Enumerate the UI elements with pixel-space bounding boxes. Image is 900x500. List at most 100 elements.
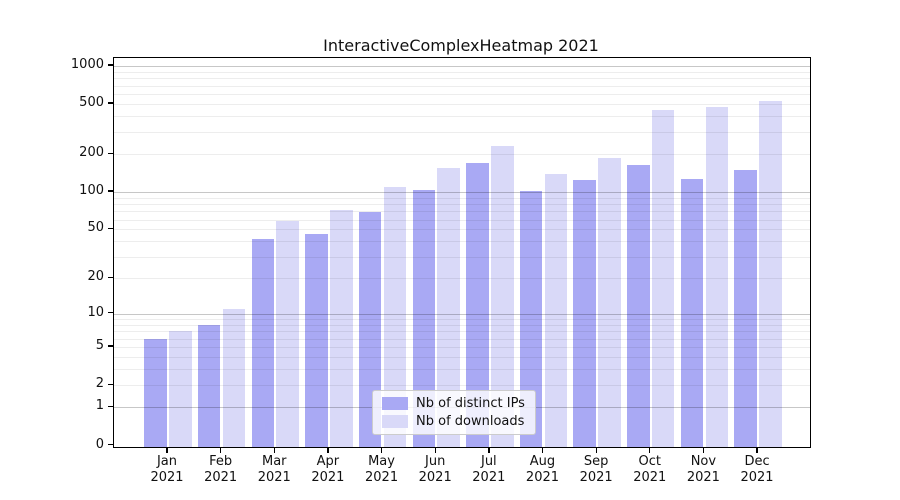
x-tick-year: 2021 (740, 470, 774, 485)
x-tick-label-may: May 2021 (350, 454, 414, 486)
gridline-minor-300 (114, 131, 810, 133)
x-tick-jul (488, 447, 490, 453)
legend-item-distinct-ips: Nb of distinct IPs (382, 396, 525, 411)
bar-nb-of-distinct-ips-oct (627, 164, 650, 447)
gridline-minor-700 (114, 85, 810, 87)
bar-nb-of-downloads-apr (330, 209, 353, 447)
x-tick-year: 2021 (525, 470, 560, 485)
legend-item-downloads: Nb of downloads (382, 414, 525, 429)
y-tick-1000 (108, 64, 113, 66)
y-tick-label-200: 200 (79, 145, 104, 161)
gridline-minor-3 (114, 369, 810, 371)
gridline-minor-90 (114, 197, 810, 199)
x-tick-label-feb: Feb 2021 (189, 454, 253, 486)
bar-nb-of-distinct-ips-jun (412, 190, 435, 447)
gridline-minor-8 (114, 324, 810, 326)
x-tick-jan (166, 447, 168, 453)
y-tick-label-50: 50 (87, 220, 104, 236)
x-tick-label-jan: Jan 2021 (135, 454, 199, 486)
x-tick-jun (434, 447, 436, 453)
bar-nb-of-distinct-ips-jan (144, 338, 167, 447)
bar-nb-of-downloads-oct (651, 109, 675, 447)
x-tick-year: 2021 (365, 470, 399, 485)
bar-nb-of-distinct-ips-jul (466, 163, 489, 447)
bar-nb-of-downloads-nov (705, 107, 729, 447)
bar-nb-of-distinct-ips-may (358, 212, 382, 447)
gridline-minor-900 (114, 71, 810, 73)
x-tick-label-mar: Mar 2021 (242, 454, 306, 486)
legend-label-downloads: Nb of downloads (416, 414, 525, 429)
gridline-minor-60 (114, 219, 810, 221)
gridline-minor-30 (114, 256, 810, 258)
x-tick-year: 2021 (150, 470, 184, 485)
x-tick-nov (702, 447, 705, 453)
y-tick-20 (108, 276, 113, 278)
x-tick-dec (756, 447, 758, 453)
y-tick-label-100: 100 (79, 182, 104, 198)
x-tick-month: Dec (744, 454, 770, 469)
x-tick-label-dec: Dec 2021 (725, 454, 789, 486)
gridline-minor-9 (114, 319, 810, 320)
x-tick-month: Apr (316, 454, 340, 469)
y-tick-2 (108, 383, 113, 385)
gridline-minor-400 (114, 116, 810, 118)
x-tick-month: Mar (262, 454, 287, 469)
x-tick-may (380, 447, 383, 453)
x-tick-year: 2021 (686, 470, 720, 485)
gridline-minor-6 (114, 338, 810, 340)
bar-nb-of-downloads-sep (598, 158, 621, 447)
x-tick-month: Sep (583, 454, 609, 469)
gridline-major-1000 (114, 65, 810, 67)
bar-nb-of-distinct-ips-apr (305, 233, 328, 447)
x-tick-apr (327, 447, 329, 453)
legend-swatch-downloads (382, 415, 408, 428)
bar-nb-of-distinct-ips-sep (573, 180, 596, 447)
gridline-minor-4 (114, 357, 810, 359)
gridline-minor-5 (114, 347, 810, 349)
y-tick-label-2: 2 (95, 376, 104, 392)
bar-nb-of-downloads-jun (437, 168, 460, 447)
x-tick-month: Feb (209, 454, 233, 469)
gridline-minor-70 (114, 211, 810, 213)
bar-nb-of-distinct-ips-nov (680, 178, 704, 447)
y-tick-5 (108, 345, 113, 347)
legend-swatch-distinct-ips (382, 397, 408, 410)
bar-nb-of-distinct-ips-feb (197, 324, 221, 447)
y-tick-label-500: 500 (79, 94, 104, 110)
x-tick-year: 2021 (204, 470, 238, 485)
y-tick-label-20: 20 (87, 269, 104, 285)
y-tick-500 (108, 102, 113, 104)
bar-nb-of-downloads-feb (222, 308, 246, 447)
x-tick-month: May (368, 454, 395, 469)
y-tick-label-1: 1 (95, 398, 104, 414)
x-tick-feb (220, 447, 222, 453)
y-tick-1 (108, 405, 113, 408)
x-tick-year: 2021 (472, 470, 506, 485)
x-tick-label-jun: Jun 2021 (403, 454, 467, 486)
gridline-major-100 (114, 191, 810, 193)
x-tick-year: 2021 (633, 470, 667, 485)
gridline-minor-200 (114, 154, 810, 156)
y-tick-50 (108, 227, 113, 230)
bar-nb-of-downloads-dec (759, 100, 782, 447)
x-tick-label-jul: Jul 2021 (457, 454, 521, 486)
legend-label-distinct-ips: Nb of distinct IPs (416, 396, 525, 411)
bar-nb-of-distinct-ips-aug (519, 190, 543, 447)
x-tick-year: 2021 (579, 470, 613, 485)
x-tick-month: Jul (480, 454, 497, 469)
bar-nb-of-downloads-aug (544, 173, 568, 447)
y-tick-10 (108, 312, 113, 314)
gridline-minor-7 (114, 331, 810, 333)
x-tick-month: Jan (156, 454, 178, 469)
gridline-minor-20 (114, 278, 810, 280)
y-tick-label-0: 0 (95, 436, 104, 452)
x-tick-month: Oct (638, 454, 661, 469)
bar-nb-of-distinct-ips-mar (251, 238, 275, 447)
x-tick-month: Nov (690, 454, 717, 469)
y-tick-label-10: 10 (87, 304, 104, 320)
chart-title: InteractiveComplexHeatmap 2021 (323, 36, 599, 55)
y-tick-100 (108, 190, 113, 192)
gridline-minor-500 (114, 103, 810, 105)
x-tick-label-oct: Oct 2021 (618, 454, 682, 486)
